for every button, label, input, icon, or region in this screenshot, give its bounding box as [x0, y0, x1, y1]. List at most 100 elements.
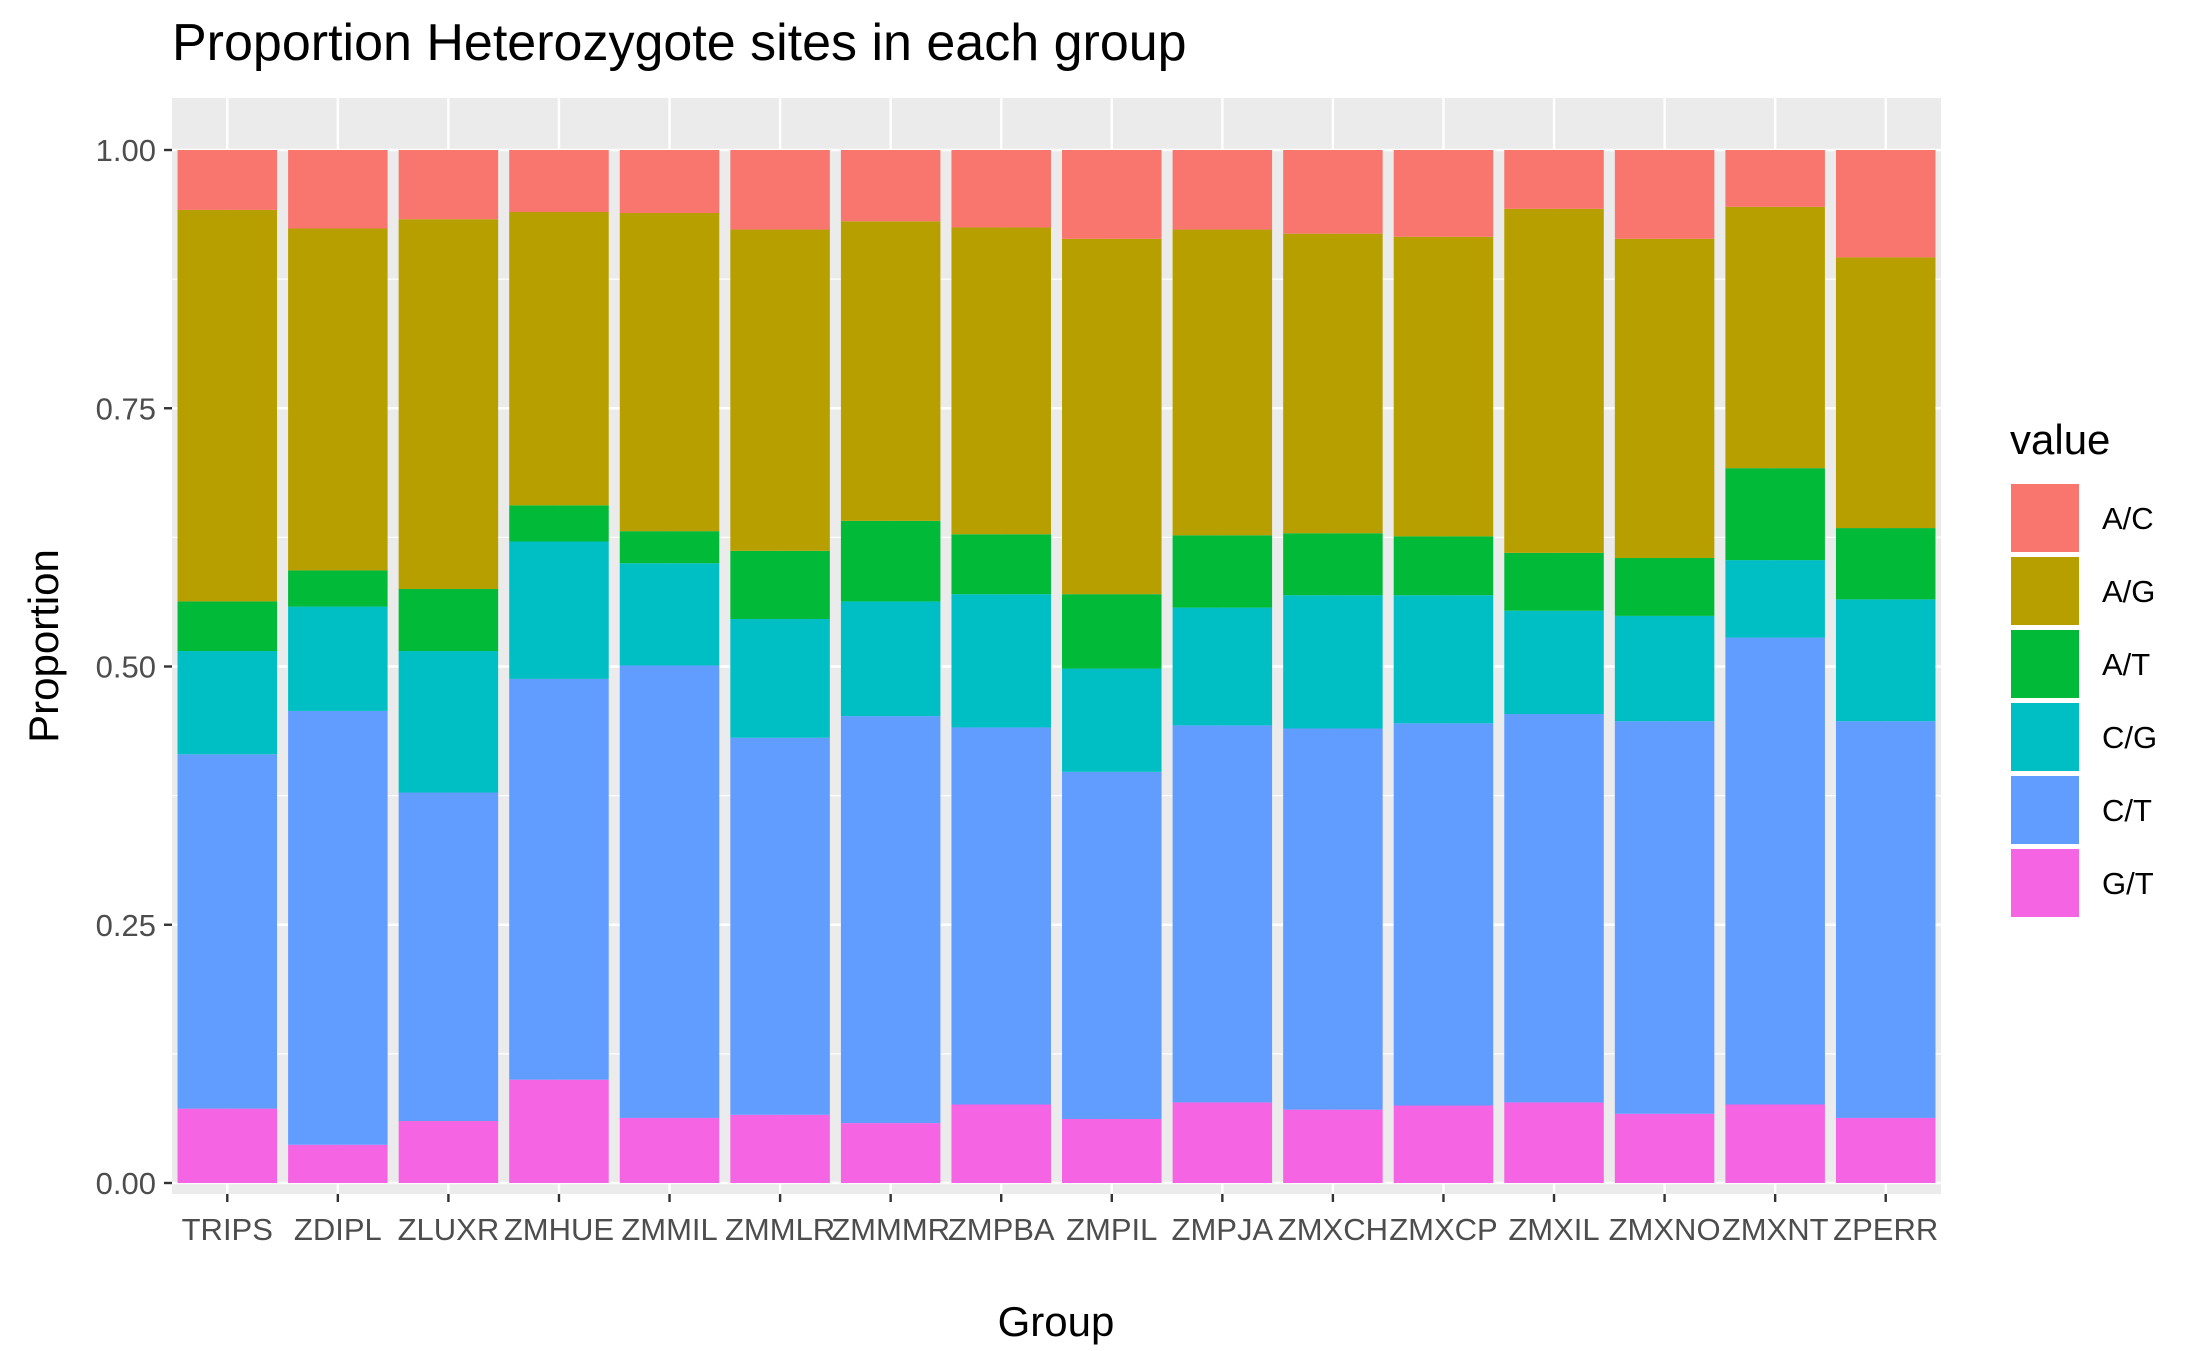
bar-segment [177, 601, 278, 652]
bar-segment [398, 651, 499, 793]
bar-segment [509, 541, 609, 679]
bar-segment [951, 727, 1051, 1105]
bar-segment [1504, 552, 1604, 611]
bar-segment [951, 1104, 1051, 1183]
y-tick-label: 0.00 [96, 1166, 156, 1201]
legend-label: A/C [2102, 501, 2154, 536]
bar-segment [951, 227, 1051, 535]
bar-segment [509, 150, 609, 212]
x-axis-title: Group [998, 1298, 1115, 1345]
bar-segment [619, 1117, 720, 1183]
bar-segment [730, 737, 830, 1115]
legend-key [2009, 847, 2081, 919]
bar-segment [840, 520, 941, 602]
bar-segment [840, 601, 941, 717]
x-tick-label: ZMMMR [831, 1212, 950, 1247]
bar-segment [1062, 594, 1162, 669]
bar-segment [288, 606, 388, 711]
bar-segment [509, 1079, 609, 1183]
bar-segment [1504, 714, 1604, 1103]
bar-segment [177, 651, 278, 755]
bar-segment [1835, 257, 1936, 529]
bar-segment [1835, 150, 1936, 258]
bar-segment [1172, 607, 1273, 726]
bar-segment [509, 505, 609, 542]
x-tick-label: ZMPBA [948, 1212, 1055, 1247]
x-tick-label: ZMPJA [1172, 1212, 1274, 1247]
bar-segment [1393, 1105, 1494, 1183]
legend-label: C/G [2102, 720, 2157, 755]
bar-segment [619, 213, 720, 532]
bar-segment [1172, 229, 1273, 536]
bar-segment [1614, 238, 1715, 559]
bar-segment [398, 219, 499, 590]
bar-segment [1283, 150, 1383, 234]
bar-segment [288, 710, 388, 1145]
bar-segment [840, 221, 941, 521]
bar-segment [1283, 728, 1383, 1110]
bar-segment [1835, 528, 1936, 600]
bar-segment [1283, 533, 1383, 596]
x-tick-label: ZDIPL [294, 1212, 382, 1247]
bar-segment [1393, 536, 1494, 596]
x-tick-label: ZLUXR [398, 1212, 500, 1247]
bar-segment [177, 150, 278, 210]
y-tick-label: 1.00 [96, 133, 156, 168]
bar-segment [1283, 595, 1383, 729]
bar-segment [951, 150, 1051, 228]
bar-segment [1614, 558, 1715, 616]
bar-segment [619, 150, 720, 214]
bar-segment [1172, 150, 1273, 230]
y-tick-label: 0.50 [96, 650, 156, 685]
bar-segment [1835, 1117, 1936, 1183]
bar-segment [1062, 1118, 1162, 1183]
bar-segment [509, 678, 609, 1080]
bar-segment [1504, 150, 1604, 209]
bar-segment [398, 589, 499, 652]
bar-segment [1725, 637, 1825, 1105]
bar-segment [1614, 721, 1715, 1114]
x-tick-label: ZPERR [1833, 1212, 1938, 1247]
bar-segment [288, 570, 388, 607]
x-tick-label: ZMXIL [1508, 1212, 1599, 1247]
legend: value A/C A/G A/T C/G C/T G/T [2009, 416, 2157, 919]
bar-segment [1283, 233, 1383, 534]
chart-title: Proportion Heterozygote sites in each gr… [172, 14, 1187, 72]
bar-segment [177, 754, 278, 1109]
bar-segment [398, 792, 499, 1122]
x-tick-label: ZMPIL [1066, 1212, 1157, 1247]
bar-segment [1725, 560, 1825, 638]
legend-key [2009, 482, 2081, 554]
bars [177, 150, 1936, 1183]
x-tick-label: ZMMLR [725, 1212, 835, 1247]
legend-title: value [2010, 416, 2110, 463]
bar-segment [1614, 615, 1715, 722]
legend-key [2009, 774, 2081, 846]
bar-segment [1835, 599, 1936, 722]
bar-segment [1283, 1109, 1383, 1183]
bar-segment [1504, 610, 1604, 715]
bar-segment [1835, 721, 1936, 1118]
legend-key [2009, 628, 2081, 700]
bar-segment [1725, 1104, 1825, 1183]
x-tick-label: ZMXNO [1609, 1212, 1721, 1247]
bar-segment [1614, 150, 1715, 239]
bar-segment [1725, 150, 1825, 207]
bar-segment [619, 665, 720, 1118]
bar-segment [288, 228, 388, 571]
legend-label: A/G [2102, 574, 2155, 609]
bar-segment [398, 1121, 499, 1183]
bar-segment [1172, 725, 1273, 1103]
x-tick-label: ZMXCP [1389, 1212, 1498, 1247]
bar-segment [1614, 1113, 1715, 1183]
bar-segment [288, 150, 388, 229]
bar-segment [1393, 236, 1494, 537]
x-tick-label: TRIPS [182, 1212, 273, 1247]
bar-segment [177, 209, 278, 602]
bar-segment [1172, 535, 1273, 608]
legend-label: G/T [2102, 866, 2154, 901]
bar-segment [730, 618, 830, 738]
bar-segment [1062, 150, 1162, 239]
bar-segment [730, 229, 830, 551]
